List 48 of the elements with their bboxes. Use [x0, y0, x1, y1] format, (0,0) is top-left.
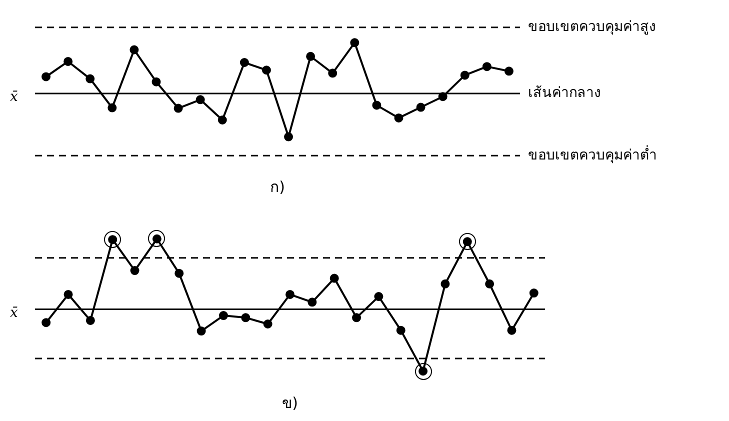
point: [485, 279, 494, 288]
point: [174, 104, 183, 113]
ref-line-label: ขอบเขตควบคุมค่าสูง: [528, 19, 656, 36]
point: [504, 66, 514, 76]
ref-line-label: เส้นค่ากลาง: [528, 85, 601, 102]
point: [394, 113, 404, 122]
point: [130, 266, 140, 276]
point: [241, 313, 250, 322]
point: [352, 313, 362, 322]
point: [218, 311, 228, 320]
point: [86, 74, 95, 84]
point: [174, 268, 184, 278]
point: [482, 62, 492, 72]
point: [416, 102, 426, 112]
point: [440, 279, 450, 288]
point: [460, 70, 470, 80]
point: [86, 316, 95, 325]
point: [263, 319, 272, 328]
point: [108, 103, 117, 112]
point: [286, 290, 294, 299]
point: [152, 77, 161, 86]
point: [372, 100, 382, 110]
point: [240, 58, 249, 67]
point: [507, 326, 516, 335]
point: [262, 66, 271, 75]
point: [284, 132, 294, 142]
point: [64, 290, 73, 299]
point: [308, 298, 317, 307]
text: ก): [270, 178, 285, 196]
point: [42, 72, 51, 82]
point: [218, 115, 227, 124]
text: ข): [282, 394, 298, 412]
point: [374, 292, 384, 302]
ref-line-label: ขอบเขตควบคุมค่าต่ำ: [528, 145, 657, 164]
point: [130, 45, 139, 54]
y-axis-title: x̄: [10, 304, 18, 321]
y-axis-title: x̄: [10, 89, 18, 106]
point: [196, 95, 205, 104]
point: [396, 326, 406, 335]
point: [438, 92, 448, 102]
point: [64, 56, 73, 66]
point: [350, 38, 360, 48]
point: [306, 52, 316, 61]
point: [529, 288, 538, 298]
point: [328, 68, 338, 78]
point: [330, 274, 339, 283]
point: [196, 326, 206, 336]
point: [42, 318, 51, 328]
